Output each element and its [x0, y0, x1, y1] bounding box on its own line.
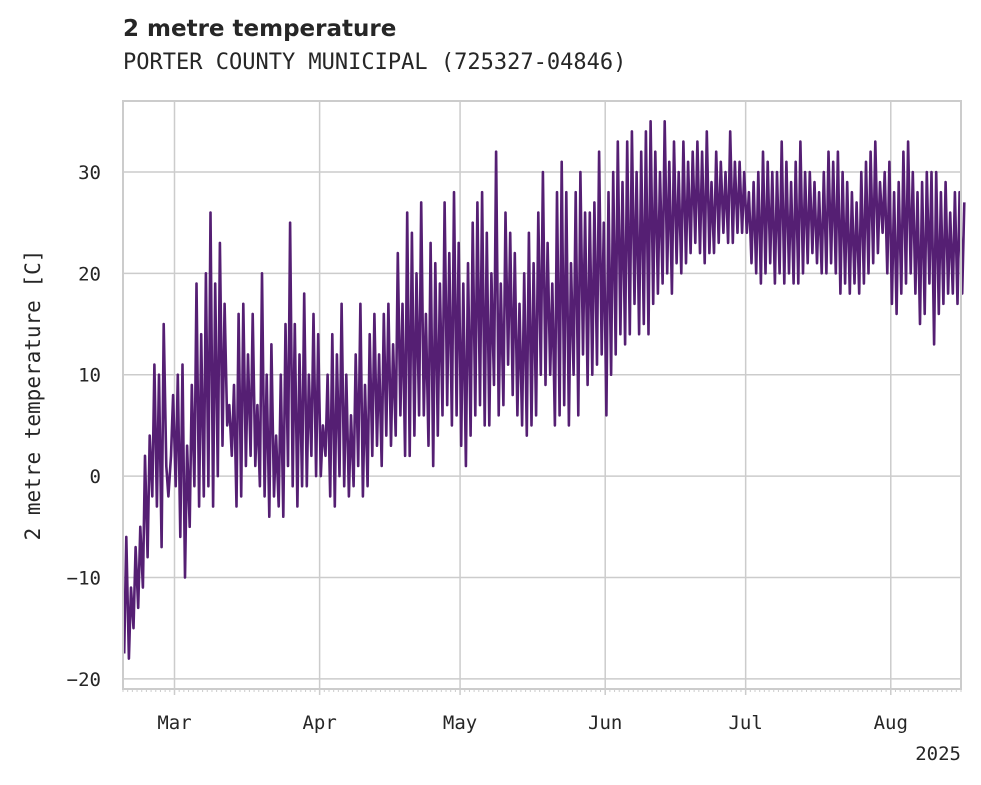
temperature-series-line: [122, 120, 966, 660]
plot-frame: [122, 100, 962, 690]
y-tick-label: 0: [90, 466, 101, 488]
y-tick-label: 10: [78, 365, 101, 387]
x-tick-label: Mar: [157, 712, 191, 734]
chart-title: 2 metre temperature: [123, 16, 397, 42]
data-line-layer: [122, 120, 966, 660]
tick-labels: −20 −10 0 10 20 30 Mar Apr May Jun Jul Aug 2025: [67, 162, 961, 765]
y-axis-label: 2 metre temperature [C]: [21, 250, 45, 541]
tick-marks: [122, 689, 962, 695]
x-tick-label: Apr: [302, 712, 336, 734]
y-tick-label: 30: [78, 162, 101, 184]
y-tick-label: −10: [67, 567, 101, 589]
y-tick-label: −20: [67, 669, 101, 691]
chart-subtitle: PORTER COUNTY MUNICIPAL (725327-04846): [123, 50, 627, 75]
x-tick-label: Aug: [874, 712, 908, 734]
x-tick-label: Jun: [588, 712, 622, 734]
x-year-label: 2025: [915, 743, 961, 765]
x-tick-label: Jul: [728, 712, 762, 734]
y-tick-label: 20: [78, 263, 101, 285]
x-tick-label: May: [443, 712, 477, 734]
